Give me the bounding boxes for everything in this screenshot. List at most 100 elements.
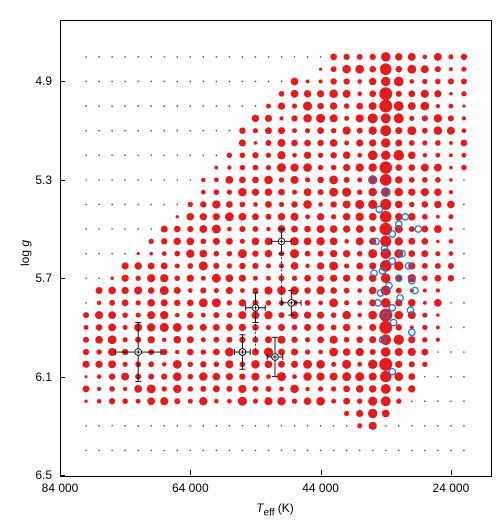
grid-dot <box>437 400 439 402</box>
red-point <box>396 386 402 392</box>
red-point <box>212 200 220 208</box>
grid-dot <box>98 56 100 58</box>
grid-dot <box>124 179 126 181</box>
red-point <box>292 128 297 133</box>
red-point <box>331 362 336 367</box>
y-tick-label: 5.3 <box>35 173 52 187</box>
grid-dot <box>398 450 400 452</box>
red-point <box>292 153 297 158</box>
red-point <box>239 299 246 306</box>
grid-dot <box>150 450 152 452</box>
grid-dot <box>150 204 152 206</box>
grid-dot <box>85 56 87 58</box>
red-point <box>264 286 272 294</box>
grid-dot <box>307 56 309 58</box>
red-point <box>291 213 299 221</box>
grid-dot <box>124 228 126 230</box>
red-point <box>265 238 273 246</box>
red-point <box>240 239 245 244</box>
grid-dot <box>85 179 87 181</box>
red-point <box>266 325 271 330</box>
red-point <box>134 286 142 294</box>
red-point <box>303 372 311 380</box>
red-point <box>291 78 299 86</box>
red-point <box>408 373 415 380</box>
red-point <box>305 251 311 257</box>
red-point <box>188 202 193 207</box>
grid-dot <box>320 56 322 58</box>
red-point <box>173 336 181 344</box>
red-point <box>161 349 167 355</box>
red-point <box>108 323 116 331</box>
red-point <box>122 262 129 269</box>
red-point <box>200 213 207 220</box>
red-point <box>174 226 181 233</box>
grid-dot <box>216 56 218 58</box>
red-point <box>213 349 220 356</box>
grid-dot <box>98 130 100 132</box>
red-point <box>147 274 155 282</box>
red-point <box>240 202 246 208</box>
red-point <box>380 174 392 186</box>
grid-dot <box>424 376 426 378</box>
red-point <box>97 399 102 404</box>
red-point <box>290 385 299 394</box>
red-point <box>330 287 337 294</box>
grid-dot <box>124 154 126 156</box>
red-point <box>200 386 206 392</box>
red-point <box>137 252 140 255</box>
grid-dot <box>463 450 465 452</box>
grid-dot <box>463 425 465 427</box>
red-point <box>356 163 364 171</box>
red-point <box>331 165 337 171</box>
red-point <box>448 214 453 219</box>
grid-dot <box>216 81 218 83</box>
red-point <box>356 336 363 343</box>
y-tick <box>60 81 65 82</box>
red-point <box>408 250 415 257</box>
red-point <box>344 411 349 416</box>
red-point <box>422 214 428 220</box>
red-point <box>330 373 338 381</box>
red-point <box>370 349 376 355</box>
red-point <box>108 335 117 344</box>
red-point <box>292 104 297 109</box>
grid-dot <box>85 154 87 156</box>
red-point <box>304 275 311 282</box>
red-point <box>421 349 428 356</box>
red-point <box>393 150 404 161</box>
grid-dot <box>124 56 126 58</box>
red-point <box>109 386 115 392</box>
red-point <box>462 104 465 107</box>
red-point <box>396 324 403 331</box>
red-point <box>420 102 429 111</box>
red-point <box>356 275 363 282</box>
grid-dot <box>190 56 192 58</box>
red-point <box>449 153 453 157</box>
red-point <box>330 152 336 158</box>
grid-dot <box>385 425 387 427</box>
red-point <box>394 101 404 111</box>
red-point <box>449 67 453 71</box>
red-point <box>448 275 455 282</box>
red-point <box>108 287 116 295</box>
grid-dot <box>163 204 165 206</box>
red-point <box>278 127 285 134</box>
red-point <box>147 397 155 405</box>
red-point <box>162 251 167 256</box>
red-point <box>97 301 102 306</box>
red-point <box>318 251 324 257</box>
red-point <box>344 103 350 109</box>
red-point <box>264 347 273 356</box>
grid-dot <box>150 425 152 427</box>
red-point <box>83 337 89 343</box>
grid-dot <box>111 450 113 452</box>
red-point <box>175 350 179 354</box>
red-point <box>253 165 259 171</box>
red-point <box>278 312 284 318</box>
red-point <box>303 102 312 111</box>
red-point <box>319 79 323 83</box>
y-tick-label: 5.7 <box>35 271 52 285</box>
red-point <box>292 276 297 281</box>
grid-dot <box>85 81 87 83</box>
